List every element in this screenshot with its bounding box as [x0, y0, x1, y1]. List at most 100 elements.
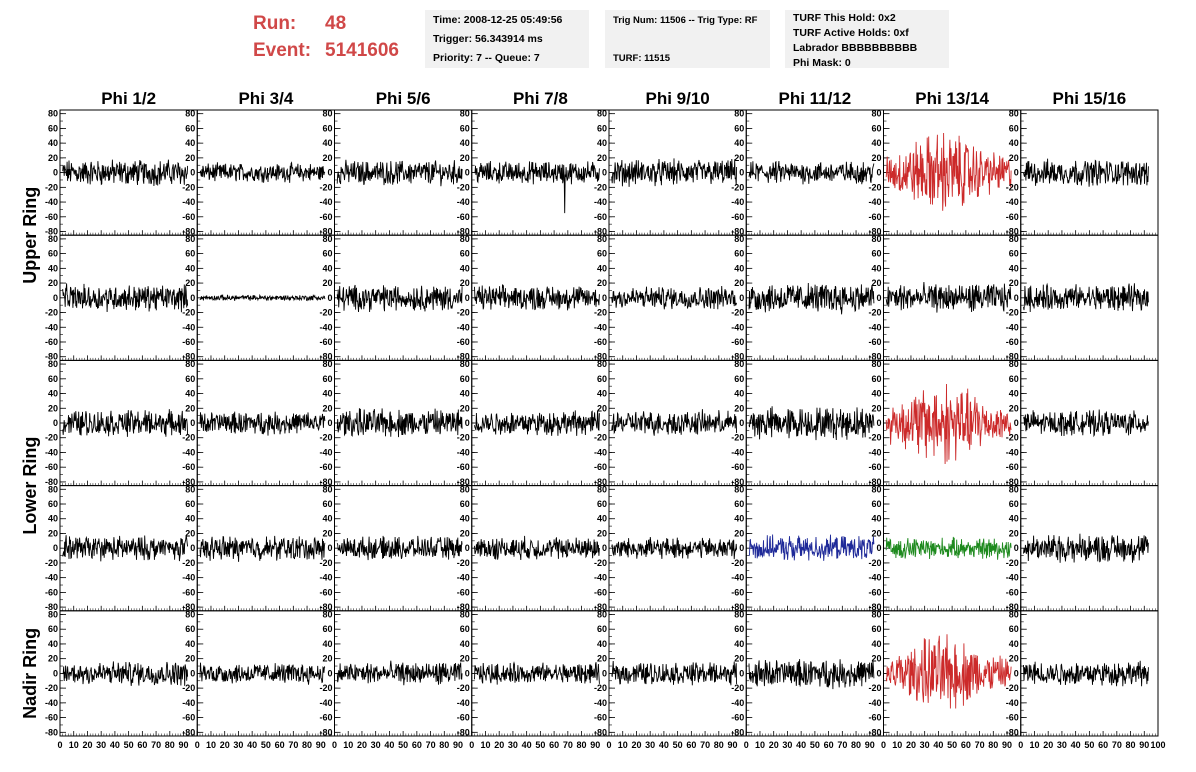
y-tick-label: -60 — [457, 587, 470, 597]
waveform-trace — [748, 659, 875, 690]
y-tick-label: 80 — [734, 484, 744, 494]
y-tick-label: -40 — [182, 573, 195, 583]
y-tick-label: 20 — [871, 654, 881, 664]
y-tick-label: 0 — [602, 668, 607, 678]
y-tick-label: 40 — [460, 138, 470, 148]
y-tick-label: 0 — [1014, 543, 1019, 553]
y-tick-label: 0 — [190, 168, 195, 178]
y-tick-label: -80 — [457, 227, 470, 237]
y-tick-label: -20 — [457, 182, 470, 192]
x-tick-label: 40 — [110, 740, 120, 750]
y-tick-label: 60 — [185, 374, 195, 384]
y-tick-label: -80 — [319, 352, 332, 362]
y-tick-label: 40 — [322, 639, 332, 649]
y-tick-label: 80 — [597, 484, 607, 494]
y-tick-label: 80 — [460, 234, 470, 244]
y-tick-label: -20 — [319, 433, 332, 443]
y-tick-label: 40 — [322, 514, 332, 524]
y-tick-label: 20 — [185, 528, 195, 538]
y-tick-label: -60 — [868, 587, 881, 597]
y-tick-label: 60 — [460, 624, 470, 634]
y-tick-label: -60 — [868, 212, 881, 222]
turf-info-box: TURF This Hold: 0x2 TURF Active Holds: 0… — [785, 10, 949, 69]
waveform-trace — [748, 160, 875, 185]
x-tick-label: 60 — [137, 740, 147, 750]
x-tick-label: 50 — [398, 740, 408, 750]
y-tick-label: 80 — [185, 609, 195, 619]
column-title: Phi 3/4 — [238, 89, 293, 108]
y-tick-label: -20 — [868, 433, 881, 443]
y-tick-label: -40 — [45, 197, 58, 207]
waveform-trace — [611, 660, 738, 686]
y-tick-label: 40 — [871, 389, 881, 399]
y-tick-label: 20 — [597, 654, 607, 664]
x-tick-label: 10 — [343, 740, 353, 750]
y-tick-label: 20 — [871, 153, 881, 163]
x-tick-label: 40 — [522, 740, 532, 750]
waveform-trace — [199, 161, 326, 183]
x-tick-label: 50 — [673, 740, 683, 750]
y-tick-label: 80 — [460, 109, 470, 119]
y-tick-label: 60 — [48, 624, 58, 634]
y-tick-label: 0 — [876, 668, 881, 678]
y-tick-label: -80 — [457, 602, 470, 612]
y-tick-label: 0 — [465, 418, 470, 428]
y-tick-label: -20 — [182, 308, 195, 318]
y-tick-label: -40 — [1006, 698, 1019, 708]
y-tick-label: 20 — [460, 654, 470, 664]
y-tick-label: 40 — [734, 389, 744, 399]
column-title: Phi 7/8 — [513, 89, 568, 108]
waveform-trace — [1023, 660, 1149, 687]
y-tick-label: 80 — [597, 234, 607, 244]
x-tick-label: 90 — [453, 740, 463, 750]
y-tick-label: 20 — [1009, 278, 1019, 288]
waveform-trace — [1023, 158, 1149, 187]
x-tick-label: 20 — [82, 740, 92, 750]
y-tick-label: -20 — [1006, 308, 1019, 318]
y-tick-label: 60 — [1009, 249, 1019, 259]
y-tick-label: -60 — [319, 212, 332, 222]
x-tick-label: 60 — [1098, 740, 1108, 750]
trigger-text: Trigger: 56.343914 ms — [433, 33, 543, 45]
event-label: Event: — [253, 40, 312, 61]
y-tick-label: 80 — [734, 359, 744, 369]
y-tick-label: -80 — [182, 227, 195, 237]
x-tick-label: 10 — [480, 740, 490, 750]
y-tick-label: -20 — [1006, 558, 1019, 568]
y-tick-label: 0 — [53, 293, 58, 303]
y-tick-label: 0 — [739, 293, 744, 303]
y-tick-label: -20 — [731, 308, 744, 318]
y-tick-label: 80 — [871, 609, 881, 619]
y-tick-label: -60 — [457, 462, 470, 472]
y-tick-label: 60 — [322, 123, 332, 133]
y-tick-label: 0 — [327, 293, 332, 303]
y-tick-label: 20 — [734, 153, 744, 163]
y-tick-label: -80 — [45, 602, 58, 612]
column-title: Phi 15/16 — [1053, 89, 1127, 108]
y-tick-label: 60 — [871, 499, 881, 509]
y-tick-label: 60 — [322, 499, 332, 509]
y-tick-label: 40 — [48, 639, 58, 649]
y-tick-label: -80 — [731, 602, 744, 612]
x-tick-label: 80 — [1126, 740, 1136, 750]
y-tick-label: -60 — [1006, 462, 1019, 472]
phi-mask-text: Phi Mask: 0 — [793, 57, 851, 69]
y-tick-label: 20 — [185, 403, 195, 413]
y-tick-label: 0 — [1014, 668, 1019, 678]
y-tick-label: 0 — [602, 293, 607, 303]
y-tick-label: 20 — [460, 528, 470, 538]
y-tick-label: -60 — [1006, 713, 1019, 723]
y-tick-label: -80 — [594, 227, 607, 237]
column-title: Phi 13/14 — [915, 89, 989, 108]
y-tick-label: 80 — [734, 609, 744, 619]
turf-active-holds-text: TURF Active Holds: 0xf — [793, 27, 909, 39]
y-tick-label: 60 — [734, 624, 744, 634]
y-tick-label: -60 — [731, 462, 744, 472]
y-tick-label: -60 — [45, 587, 58, 597]
y-tick-label: -40 — [457, 447, 470, 457]
y-tick-label: -40 — [45, 447, 58, 457]
waveform-trace — [336, 408, 463, 438]
waveform-trace — [62, 661, 189, 686]
y-tick-label: -40 — [594, 322, 607, 332]
x-tick-label: 90 — [590, 740, 600, 750]
